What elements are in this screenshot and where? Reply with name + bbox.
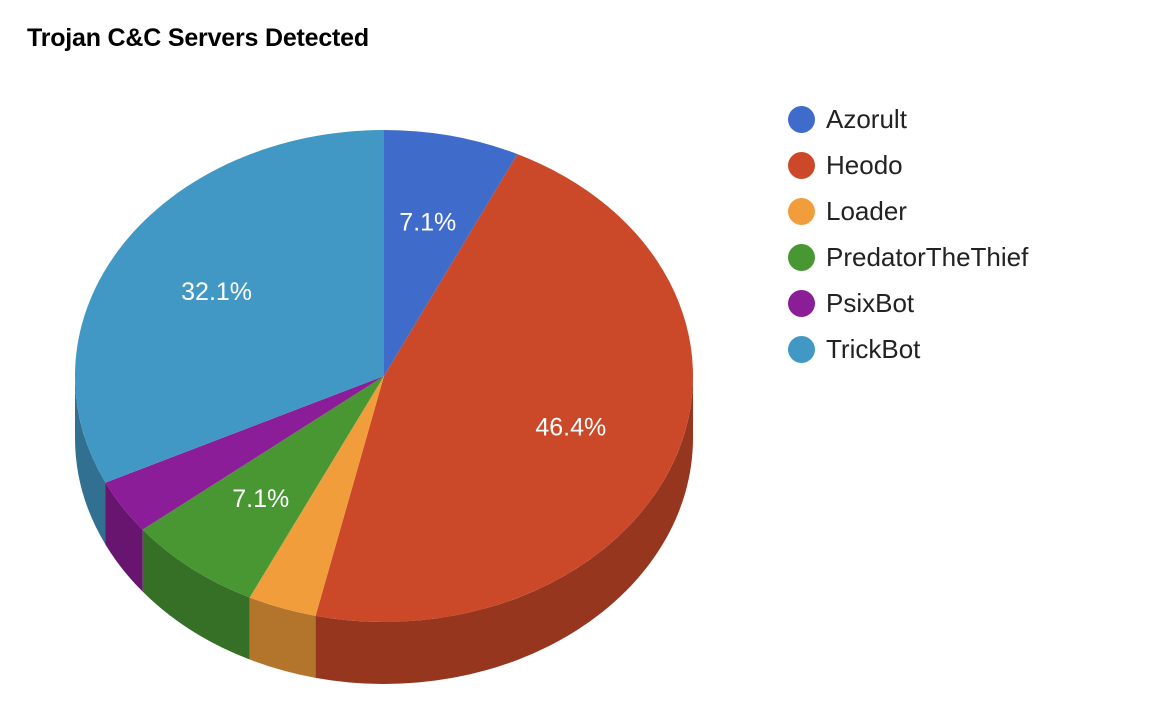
legend-label: TrickBot: [826, 333, 921, 364]
chart-title: Trojan C&C Servers Detected: [27, 24, 369, 52]
pie-side-walls: [75, 376, 693, 684]
legend-swatch-loader: [788, 197, 815, 225]
legend: Azorult Heodo Loader PredatorTheThief PsixBo…: [788, 96, 1028, 372]
pie-slice-loader[interactable]: [249, 376, 384, 616]
legend-swatch-trickbot: [788, 335, 815, 363]
legend-item-predatorthethief[interactable]: PredatorTheThief: [788, 234, 1028, 280]
pie-side-trickbot: [75, 376, 106, 545]
legend-label: Heodo: [826, 149, 903, 180]
slice-label-heodo: 46.4%: [535, 414, 606, 442]
slice-label-trickbot: 32.1%: [181, 278, 252, 306]
pie-slice-labels: 7.1% 46.4% 7.1% 32.1%: [181, 208, 606, 513]
pie-slice-predatorthethief[interactable]: [142, 376, 384, 598]
legend-item-psixbot[interactable]: PsixBot: [788, 280, 1028, 326]
legend-item-heodo[interactable]: Heodo: [788, 142, 1028, 188]
pie-side-predatorthethief: [142, 529, 250, 660]
pie-side-loader: [249, 597, 316, 678]
legend-item-trickbot[interactable]: TrickBot: [788, 326, 1028, 372]
pie-slice-heodo[interactable]: [315, 154, 694, 622]
pie-side-psixbot: [105, 482, 143, 592]
legend-label: Azorult: [826, 103, 907, 134]
legend-swatch-azorult: [788, 105, 815, 133]
legend-swatch-heodo: [788, 151, 815, 179]
pie-side-heodo: [315, 376, 693, 684]
legend-label: PredatorTheThief: [826, 241, 1029, 272]
legend-item-azorult[interactable]: Azorult: [788, 96, 1028, 142]
pie-slices: [74, 130, 694, 622]
slice-label-azorult: 7.1%: [399, 208, 456, 236]
pie-chart: 7.1% 46.4% 7.1% 32.1%: [74, 130, 694, 684]
legend-swatch-predatorthethief: [788, 243, 815, 271]
pie-slice-psixbot[interactable]: [105, 376, 384, 530]
legend-label: PsixBot: [826, 287, 915, 318]
pie-slice-trickbot[interactable]: [74, 130, 384, 483]
legend-item-loader[interactable]: Loader: [788, 188, 1028, 234]
legend-label: Loader: [826, 195, 907, 226]
slice-label-predatorthethief: 7.1%: [232, 485, 289, 513]
pie-slice-azorult[interactable]: [384, 130, 518, 376]
legend-swatch-psixbot: [788, 289, 815, 317]
